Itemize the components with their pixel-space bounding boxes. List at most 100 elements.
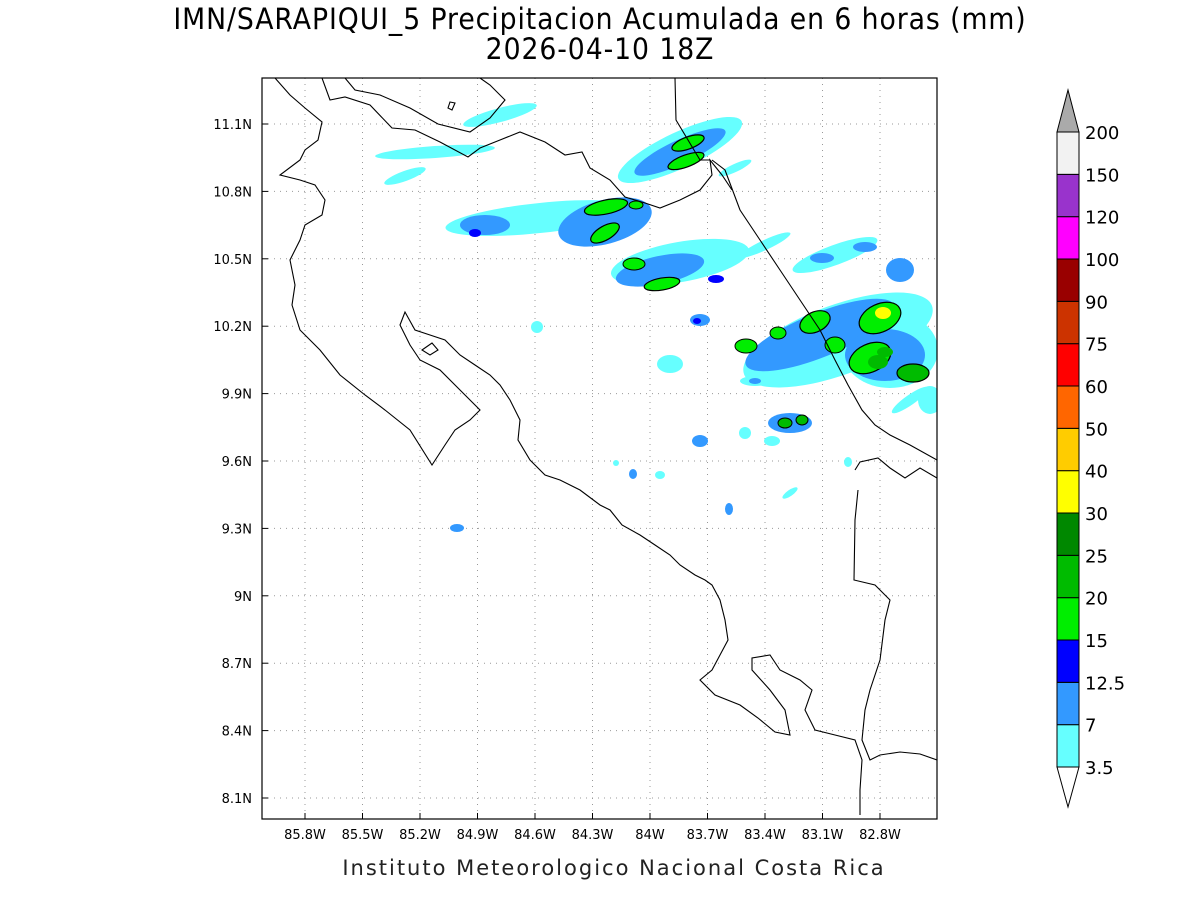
precip-cell bbox=[375, 144, 495, 160]
precip-cell bbox=[613, 460, 619, 466]
lat-tick-label: 9N bbox=[234, 590, 252, 605]
colorbar-swatch bbox=[1056, 300, 1080, 345]
precip-cell bbox=[734, 338, 758, 354]
lat-tick-label: 9.3N bbox=[222, 522, 252, 537]
precip-field bbox=[375, 103, 937, 532]
colorbar-level-label: 12.5 bbox=[1085, 673, 1125, 694]
precip-cell bbox=[693, 318, 701, 324]
lon-tick-label: 85.8W bbox=[284, 828, 326, 843]
precip-cell bbox=[868, 355, 888, 369]
precip-cell bbox=[853, 242, 877, 252]
lat-tick-label: 10.8N bbox=[213, 185, 252, 200]
map-grid bbox=[262, 78, 937, 819]
colorbar-swatch bbox=[1056, 512, 1080, 556]
precip-cell bbox=[792, 236, 878, 274]
precip-cell bbox=[886, 258, 914, 282]
colorbar-swatch bbox=[1056, 216, 1080, 260]
colorbar-swatch bbox=[1056, 385, 1080, 429]
lat-tick-label: 9.6N bbox=[222, 455, 252, 470]
precip-cell bbox=[795, 414, 809, 426]
lon-tick-label: 85.5W bbox=[342, 828, 384, 843]
colorbar-level-label: 25 bbox=[1085, 546, 1108, 567]
colorbar-level-label: 50 bbox=[1085, 419, 1108, 440]
precip-cell bbox=[749, 378, 761, 384]
precip-cell bbox=[875, 307, 891, 319]
lon-tick-label: 83.1W bbox=[802, 828, 844, 843]
colorbar-level-label: 100 bbox=[1085, 250, 1119, 271]
precip-cell bbox=[531, 321, 543, 333]
lat-tick-label: 11.1N bbox=[213, 118, 252, 133]
lat-tick-label: 10.2N bbox=[213, 320, 252, 335]
colorbar-swatch bbox=[1056, 427, 1080, 472]
precip-cell bbox=[769, 326, 787, 340]
colorbar-level-label: 20 bbox=[1085, 589, 1108, 610]
precip-cell bbox=[725, 503, 733, 515]
precip-cell bbox=[692, 435, 708, 447]
precip-cell bbox=[460, 215, 510, 235]
precip-cell bbox=[782, 487, 798, 499]
colorbar-level-label: 150 bbox=[1085, 165, 1119, 186]
colorbar-swatch bbox=[1056, 724, 1080, 768]
colorbar-level-label: 200 bbox=[1085, 123, 1119, 144]
colorbar: 3.5 7 12.5 15 20 25 30 40 50 60 75 90 100 120 150 200 bbox=[1056, 88, 1125, 809]
colorbar-over-arrow bbox=[1056, 88, 1080, 133]
precip-cell bbox=[384, 167, 426, 185]
lat-tick-label: 8.7N bbox=[222, 657, 252, 672]
colorbar-level-label: 40 bbox=[1085, 462, 1108, 483]
lat-tick-label: 9.9N bbox=[222, 388, 252, 403]
lon-tick-label: 85.2W bbox=[399, 828, 441, 843]
precip-cell bbox=[469, 229, 481, 237]
precip-cell bbox=[844, 457, 852, 467]
colorbar-level-label: 3.5 bbox=[1085, 758, 1114, 779]
lon-tick-label: 84W bbox=[635, 828, 665, 843]
axis-ticks: 85.8W 85.5W 85.2W 84.9W 84.6W 84.3W 84W 83.7W 83… bbox=[213, 118, 901, 843]
precip-cell bbox=[657, 355, 683, 373]
colorbar-swatch bbox=[1056, 173, 1080, 218]
lon-tick-label: 84.9W bbox=[457, 828, 499, 843]
precip-cell bbox=[718, 159, 752, 177]
colorbar-level-label: 75 bbox=[1085, 335, 1108, 356]
institution-credit: Instituto Meteorologico Nacional Costa R… bbox=[342, 856, 886, 880]
map-datetime: 2026-04-10 18Z bbox=[485, 32, 715, 66]
colorbar-swatch bbox=[1056, 554, 1080, 599]
colorbar-level-label: 120 bbox=[1085, 208, 1119, 229]
lat-tick-label: 10.5N bbox=[213, 253, 252, 268]
colorbar-swatch bbox=[1056, 258, 1080, 302]
lon-tick-label: 84.6W bbox=[514, 828, 556, 843]
colorbar-level-label: 90 bbox=[1085, 292, 1108, 313]
colorbar-swatch bbox=[1056, 470, 1080, 514]
precip-cell bbox=[628, 200, 644, 210]
precip-cell bbox=[463, 103, 537, 127]
colorbar-level-label: 7 bbox=[1085, 716, 1096, 737]
lon-tick-label: 84.3W bbox=[572, 828, 614, 843]
colorbar-swatch bbox=[1056, 343, 1080, 387]
colorbar-swatch bbox=[1056, 597, 1080, 641]
precip-cell bbox=[764, 436, 780, 446]
precip-cell bbox=[558, 197, 652, 247]
precip-cell bbox=[745, 298, 895, 372]
precip-cell bbox=[896, 363, 930, 383]
precip-cell bbox=[739, 427, 751, 439]
colorbar-swatch bbox=[1056, 131, 1080, 175]
colorbar-under-arrow bbox=[1056, 766, 1080, 809]
precip-cell bbox=[583, 198, 629, 216]
precip-cell bbox=[877, 347, 893, 357]
precip-cell bbox=[643, 276, 681, 292]
colorbar-swatch bbox=[1056, 681, 1080, 726]
precip-cell bbox=[667, 151, 705, 171]
lon-tick-label: 83.7W bbox=[687, 828, 729, 843]
precip-cell bbox=[777, 417, 793, 429]
precip-cell bbox=[891, 386, 929, 414]
precip-cell bbox=[708, 275, 724, 283]
precip-cell bbox=[590, 222, 620, 244]
colorbar-level-label: 60 bbox=[1085, 377, 1108, 398]
precip-cell bbox=[622, 257, 646, 271]
colorbar-level-label: 30 bbox=[1085, 504, 1108, 525]
lon-tick-label: 82.8W bbox=[859, 828, 901, 843]
precip-cell bbox=[739, 232, 791, 258]
map-frame bbox=[261, 77, 938, 820]
precip-cell bbox=[615, 253, 705, 287]
precip-cell bbox=[629, 469, 637, 479]
precip-cell bbox=[450, 524, 464, 532]
